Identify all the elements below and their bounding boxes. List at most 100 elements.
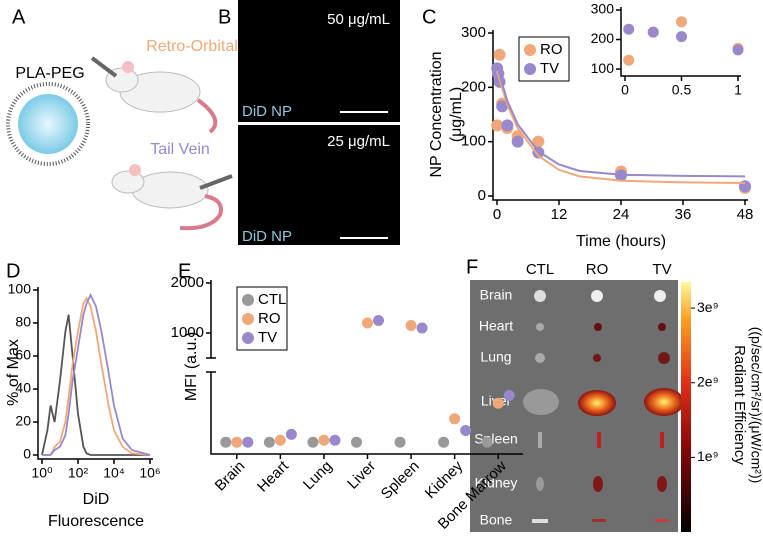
data-point (449, 413, 461, 425)
data-point (676, 31, 687, 43)
data-point (623, 23, 635, 35)
legend-label: RO (540, 41, 563, 58)
panel-label: A (12, 6, 26, 28)
series-line (496, 70, 746, 184)
micrograph (238, 0, 400, 122)
x-tick-label: 10² (68, 465, 89, 481)
x-axis-label: Fluorescence (48, 513, 144, 530)
x-tick-label: Heart (254, 457, 293, 496)
y-tick-label: 20 (15, 413, 31, 429)
x-axis-label: Time (hours) (576, 233, 666, 250)
data-point (318, 434, 330, 446)
organ-label: Kidney (475, 475, 518, 491)
y-tick-label: 200 (461, 78, 486, 95)
data-point (438, 436, 450, 448)
x-tick-label: Liver (344, 458, 379, 493)
organ-label: Heart (479, 318, 513, 334)
legend-marker (242, 313, 254, 325)
data-point (394, 436, 406, 448)
series-line (41, 314, 150, 456)
legend-label: CTL (258, 291, 286, 308)
y-tick-label: 60 (15, 347, 31, 363)
data-point (676, 16, 687, 28)
data-point (362, 317, 373, 329)
data-point (285, 428, 297, 440)
axis-break (206, 357, 216, 373)
x-axis-label: DiD (83, 491, 110, 508)
y-tick-label: 0 (478, 187, 486, 204)
x-tick-label: 10⁰ (31, 465, 53, 481)
concentration: 25 μg/mL (327, 133, 390, 150)
organ-label: Lung (480, 349, 511, 365)
colorbar-tick-label: 1e⁹ (697, 448, 719, 464)
column-label: CTL (526, 261, 554, 278)
nanoparticle (18, 94, 78, 154)
y-tick-label: 200 (591, 30, 615, 46)
data-point (496, 100, 509, 113)
concentration: 50 μg/mL (327, 11, 390, 28)
series-line (42, 296, 151, 456)
y-tick-label: 100 (461, 133, 486, 150)
organ-label: Spleen (474, 431, 518, 447)
data-point (460, 425, 472, 436)
panel-label: D (6, 260, 20, 282)
colorbar-label: Radiant Efficiency (731, 345, 748, 465)
panel-label: E (178, 260, 191, 282)
ivis-image (470, 280, 678, 532)
x-tick-label: Spleen (378, 458, 423, 503)
micrograph (238, 125, 400, 245)
x-tick-label: 0 (621, 82, 629, 98)
y-axis-label: % of Max (5, 339, 22, 406)
mouse (90, 56, 218, 134)
data-point (493, 48, 506, 61)
column-label: TV (652, 261, 671, 278)
particle-label: PLA-PEG (15, 65, 84, 82)
data-point (732, 44, 744, 56)
data-point (263, 436, 275, 448)
y-axis-label: (μg/mL) (448, 87, 465, 142)
colorbar-tick-label: 3e⁹ (697, 299, 719, 315)
colorbar-units: ((p/sec/cm²/sr)/(μW/cm²)) (748, 327, 763, 484)
axis-line (37, 287, 153, 460)
panel-a: PLA-PEG Retro-Orbital Tail Vein (6, 38, 238, 231)
data-point (416, 322, 428, 334)
y-tick-label: 40 (15, 380, 31, 396)
data-point (647, 26, 659, 38)
data-point (373, 315, 384, 326)
organ-label: Brain (480, 287, 513, 303)
axis-line (210, 372, 523, 455)
y-tick-label: 0 (23, 446, 31, 462)
organ-label: Bone (480, 512, 513, 528)
y-tick-label: 1000 (171, 324, 204, 341)
data-point (242, 436, 254, 448)
y-axis-label: MFI (a.u.) (183, 332, 200, 401)
mouse (111, 164, 233, 231)
data-point (351, 436, 362, 448)
colorbar (681, 282, 691, 532)
series-line (496, 65, 746, 178)
panel-f-image (470, 280, 691, 532)
x-tick-label: 1 (734, 82, 742, 98)
series-line (42, 292, 151, 456)
data-point (511, 135, 524, 148)
legend-marker (524, 44, 536, 56)
data-point (220, 436, 232, 448)
legend-marker (524, 63, 536, 75)
x-tick-label: 48 (737, 206, 754, 223)
colorbar-tick-label: 2e⁹ (697, 373, 719, 389)
x-tick-label: 10⁶ (139, 465, 160, 481)
data-point (481, 436, 493, 448)
x-tick-label: 12 (551, 206, 568, 223)
x-tick-label: 0 (493, 206, 501, 223)
legend-marker (242, 294, 254, 306)
peg-corona (6, 82, 90, 166)
axis-line (620, 7, 741, 77)
data-point (623, 54, 635, 66)
stain: DiD NP (242, 228, 292, 245)
x-tick-label: Brain (212, 458, 249, 495)
panel-label: F (466, 256, 478, 278)
x-tick-label: 0.5 (672, 82, 692, 98)
y-tick-label: 100 (8, 281, 32, 297)
data-point (329, 434, 341, 446)
